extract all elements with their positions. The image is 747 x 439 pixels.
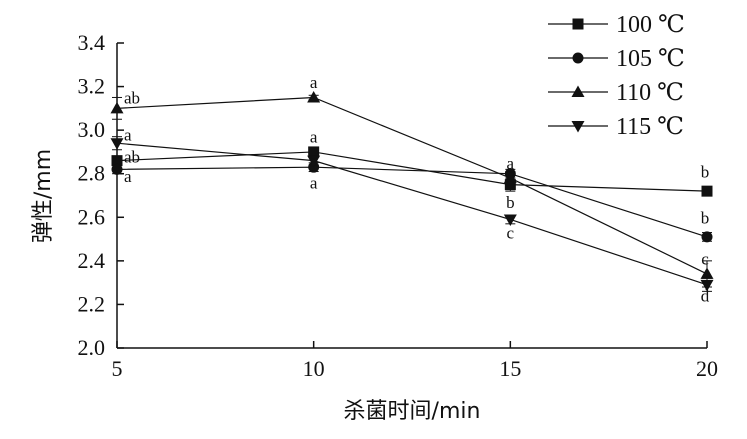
legend-item: 100 ℃ <box>548 12 685 38</box>
x-tick-label: 20 <box>696 356 718 381</box>
series-layer <box>110 90 714 292</box>
legend: 100 ℃ 105 ℃ 110 ℃ 115 ℃ <box>548 12 685 140</box>
significance-label: ab <box>124 147 140 166</box>
data-point <box>111 155 123 167</box>
series <box>111 146 713 197</box>
significance-label: b <box>701 208 710 227</box>
significance-label: a <box>124 167 132 186</box>
y-axis-title: 弹性/mm <box>31 149 56 243</box>
y-tick-label: 2.4 <box>78 248 106 273</box>
significance-label: a <box>507 154 515 173</box>
y-tick-label: 2.6 <box>78 204 106 229</box>
y-tick-label: 2.8 <box>78 161 106 186</box>
data-point <box>700 279 714 292</box>
legend-marker <box>571 85 585 97</box>
significance-label: d <box>701 287 710 306</box>
data-point <box>308 161 320 173</box>
series-line <box>116 142 708 286</box>
significance-label: c <box>701 250 709 269</box>
y-tick-label: 2.2 <box>78 291 106 316</box>
significance-label: b <box>506 193 515 212</box>
x-tick-label: 15 <box>499 356 521 381</box>
data-point <box>307 90 321 103</box>
data-point <box>308 146 320 158</box>
significance-label: c <box>507 224 515 243</box>
significance-label: a <box>124 126 132 145</box>
significance-label: a <box>310 173 318 192</box>
legend-item: 115 ℃ <box>548 114 684 140</box>
legend-label: 105 ℃ <box>616 46 685 72</box>
series-line <box>116 96 708 275</box>
y-tick-label: 3.2 <box>78 74 106 99</box>
legend-label: 110 ℃ <box>616 80 684 106</box>
data-point <box>307 155 321 168</box>
series <box>110 90 714 288</box>
significance-label: b <box>701 163 710 182</box>
data-point <box>110 138 124 150</box>
significance-label: ab <box>124 88 140 107</box>
legend-item: 105 ℃ <box>548 46 685 72</box>
series-line <box>116 151 708 192</box>
y-tick-label: 3.4 <box>78 30 106 55</box>
x-ticks: 5 10 15 20 <box>112 341 718 381</box>
data-point <box>503 214 517 226</box>
significance-label: b <box>309 152 318 171</box>
data-point <box>503 171 517 184</box>
significance-label: a <box>310 128 318 147</box>
data-point <box>701 231 713 243</box>
y-tick-label: 3.0 <box>78 117 106 142</box>
significance-label: a <box>310 73 318 92</box>
series <box>110 136 714 292</box>
data-point <box>701 185 713 197</box>
series <box>111 161 713 243</box>
legend-marker <box>572 18 584 30</box>
y-ticks: 2.0 2.2 2.4 2.6 2.8 3.0 3.2 3.4 <box>78 30 124 360</box>
y-tick-label: 2.0 <box>78 335 106 360</box>
significance-label: b <box>506 173 515 192</box>
legend-marker <box>572 52 584 64</box>
legend-marker <box>571 121 585 133</box>
data-point <box>700 267 714 279</box>
series-line <box>116 166 708 238</box>
legend-label: 115 ℃ <box>616 114 684 140</box>
x-axis-title: 杀菌时间/min <box>344 399 481 424</box>
legend-item: 110 ℃ <box>548 80 684 106</box>
x-tick-label: 5 <box>112 356 123 381</box>
legend-label: 100 ℃ <box>616 12 685 38</box>
data-point <box>110 101 124 114</box>
data-point <box>111 163 123 175</box>
x-tick-label: 10 <box>303 356 325 381</box>
axes <box>116 43 707 349</box>
